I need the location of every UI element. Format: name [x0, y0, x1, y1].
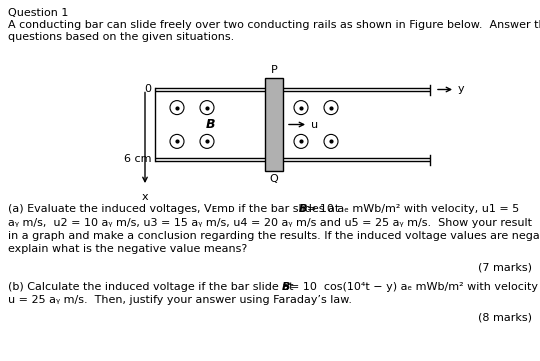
- Text: (a) Evaluate the induced voltages, Vᴇmᴅ if the bar slides at: (a) Evaluate the induced voltages, Vᴇmᴅ …: [8, 204, 339, 214]
- Text: 6 cm: 6 cm: [124, 155, 151, 165]
- Text: y: y: [458, 84, 464, 95]
- Text: explain what is the negative value means?: explain what is the negative value means…: [8, 244, 247, 255]
- Text: B: B: [282, 282, 291, 291]
- Text: B: B: [205, 118, 215, 131]
- Text: aᵧ m/s,  u2 = 10 aᵧ m/s, u3 = 15 aᵧ m/s, u4 = 20 aᵧ m/s and u5 = 25 aᵧ m/s.  Sho: aᵧ m/s, u2 = 10 aᵧ m/s, u3 = 15 aᵧ m/s, …: [8, 217, 532, 227]
- Text: (8 marks): (8 marks): [478, 313, 532, 322]
- Bar: [265, 78, 283, 171]
- Text: (7 marks): (7 marks): [478, 262, 532, 272]
- Text: = 10 aₑ mWb/m² with velocity, u1 = 5: = 10 aₑ mWb/m² with velocity, u1 = 5: [307, 204, 519, 214]
- Text: P: P: [271, 65, 278, 75]
- Text: Q: Q: [269, 174, 279, 184]
- Text: 0: 0: [144, 84, 151, 95]
- Text: = 10  cos(10⁴t − y) aₑ mWb/m² with velocity: = 10 cos(10⁴t − y) aₑ mWb/m² with veloci…: [290, 282, 538, 291]
- Text: x: x: [141, 192, 149, 202]
- Text: B: B: [299, 204, 307, 214]
- Text: A conducting bar can slide freely over two conducting rails as shown in Figure b: A conducting bar can slide freely over t…: [8, 20, 540, 30]
- Text: u = 25 aᵧ m/s.  Then, justify your answer using Faraday’s law.: u = 25 aᵧ m/s. Then, justify your answer…: [8, 295, 352, 305]
- Text: (b) Calculate the induced voltage if the bar slide at: (b) Calculate the induced voltage if the…: [8, 282, 294, 291]
- Text: questions based on the given situations.: questions based on the given situations.: [8, 32, 234, 42]
- Text: u: u: [311, 119, 318, 130]
- Text: Question 1: Question 1: [8, 8, 69, 18]
- Text: in a graph and make a conclusion regarding the results. If the induced voltage v: in a graph and make a conclusion regardi…: [8, 231, 540, 241]
